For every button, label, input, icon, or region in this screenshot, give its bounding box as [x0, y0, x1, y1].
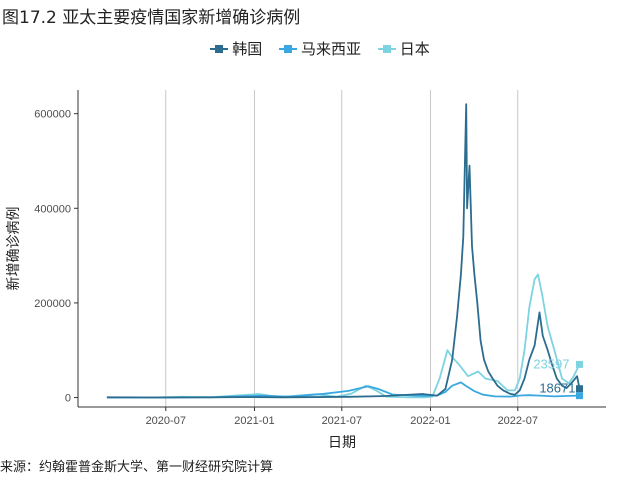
series-japan-line: [106, 273, 581, 399]
legend: 韩国 马来西亚 日本: [0, 38, 640, 60]
legend-label-korea: 韩国: [232, 40, 263, 58]
chart-title: 图17.2 亚太主要疫情国家新增确诊病例: [2, 8, 301, 28]
x-tick-label: 2022-07: [498, 415, 538, 427]
series-korea-end-marker: [575, 385, 583, 393]
series-malaysia-line: [106, 381, 580, 399]
legend-key-korea-icon: [210, 44, 229, 53]
chart-area: 2020-07 2021-01 2021-07 2022-01 2022-07 0 2000…: [6, 90, 606, 451]
y-axis-title: 新增确诊病例: [6, 207, 22, 291]
series-malaysia-end-marker: [575, 392, 583, 400]
x-tick-label: 2022-01: [410, 415, 450, 427]
legend-key-malaysia-icon: [278, 44, 297, 53]
x-tick-label: 2021-07: [322, 415, 362, 427]
legend-item-japan: 日本: [377, 38, 430, 59]
end-label-japan: 23597: [533, 356, 569, 371]
end-label-korea: 18671: [539, 381, 575, 396]
legend-label-japan: 日本: [399, 40, 430, 58]
y-tick-label: 0: [65, 393, 71, 405]
y-tick-label: 400000: [34, 203, 71, 215]
x-tick-label: 2020-07: [146, 415, 186, 427]
legend-item-korea: 韩国: [210, 38, 262, 59]
legend-label-malaysia: 马来西亚: [300, 40, 361, 58]
legend-item-malaysia: 马来西亚: [278, 38, 361, 59]
y-tick-label: 200000: [34, 298, 71, 310]
x-tick-label: 2021-01: [234, 415, 274, 427]
series-japan-end-marker: [575, 360, 583, 368]
legend-key-japan-icon: [377, 44, 396, 53]
series-korea-line: [106, 103, 581, 399]
y-tick-label: 600000: [34, 109, 71, 121]
source-note: 来源：约翰霍普金斯大学、第一财经研究院计算: [0, 460, 274, 475]
x-axis-title: 日期: [328, 435, 356, 451]
